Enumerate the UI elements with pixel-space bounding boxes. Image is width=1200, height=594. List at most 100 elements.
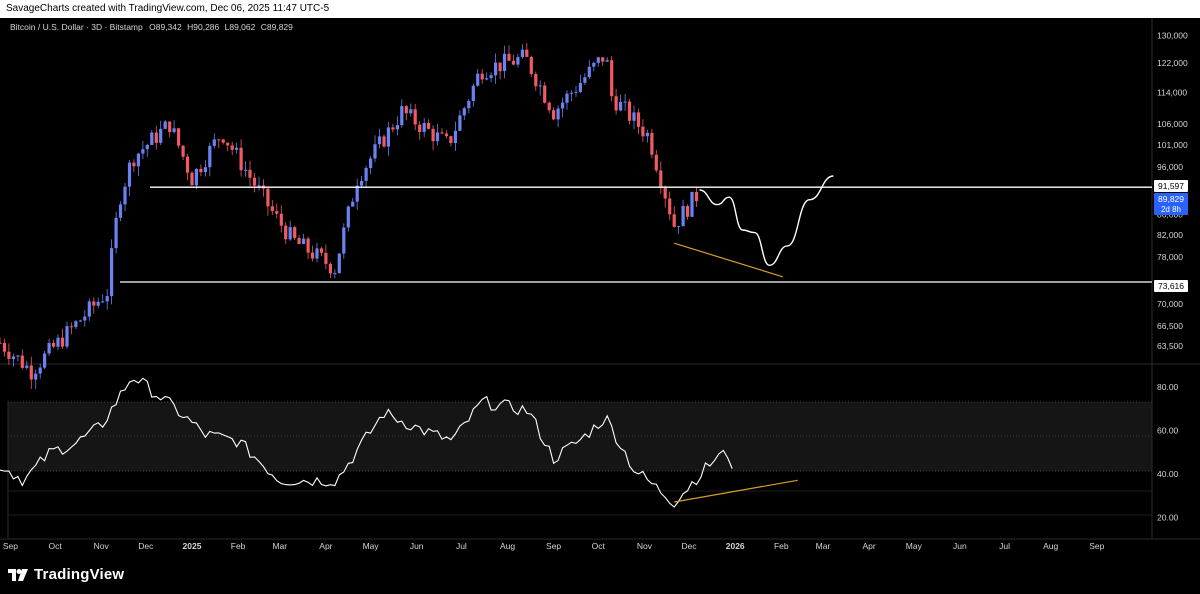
candle-body — [587, 66, 591, 78]
candle-body — [654, 154, 658, 171]
candle-body — [150, 132, 154, 145]
candle-body — [596, 57, 600, 63]
candle-body — [569, 92, 574, 94]
time-tick-label: Aug — [500, 541, 515, 551]
chart-area[interactable]: Bitcoin / U.S. Dollar · 3D · Bitstamp O8… — [0, 18, 1200, 557]
candle-body — [494, 62, 498, 76]
legend-high-value: 90,286 — [193, 22, 219, 32]
candle-body — [583, 77, 587, 83]
candle-body — [458, 115, 462, 131]
candle-body — [279, 213, 283, 226]
time-tick-label: Sep — [546, 541, 561, 551]
candle-body — [56, 337, 60, 347]
candle-body — [7, 351, 11, 359]
candle-body — [302, 238, 306, 244]
candle-body — [659, 170, 663, 188]
candle-body — [418, 124, 422, 132]
price-tick-label: 96,000 — [1157, 162, 1183, 172]
candle-body — [377, 136, 382, 145]
candle-body — [118, 204, 123, 218]
candle-body — [114, 217, 118, 249]
last-price-text: 89,829 — [1158, 194, 1184, 204]
time-tick-label: May — [906, 541, 923, 551]
candle-body — [333, 273, 337, 275]
candle-body — [154, 132, 158, 143]
candle-body — [672, 214, 676, 227]
projection-path — [699, 175, 834, 267]
candle-body — [239, 147, 243, 171]
candle-body — [212, 139, 216, 146]
candle-body — [686, 206, 690, 217]
legend-high-label: H — [187, 22, 193, 32]
tradingview-logo-text: TradingView — [34, 566, 125, 583]
candle-body — [230, 145, 234, 150]
time-axis[interactable]: Sep Oct Nov Dec 2025 Feb Mar Apr May Jun Jul Aug Sep… — [3, 541, 1105, 551]
candle-body — [409, 109, 413, 114]
candle-body — [453, 130, 457, 143]
candle-body — [543, 85, 547, 103]
candle-body — [645, 132, 649, 137]
candle-body — [520, 49, 524, 58]
candle-body — [123, 186, 127, 205]
candle-body — [610, 60, 614, 97]
candle-body — [69, 326, 73, 328]
candle-body — [614, 96, 618, 111]
candle-body — [244, 169, 248, 171]
horizontal-levels — [120, 186, 1152, 283]
candle-body — [400, 106, 404, 126]
time-tick-label: Jul — [999, 541, 1010, 551]
candle-body — [221, 139, 225, 143]
candle-body — [364, 168, 368, 181]
rsi-axis[interactable]: 80.00 60.00 40.00 20.00 — [1157, 382, 1179, 523]
price-axis[interactable]: 130,000 122,000 114,000 106,000 101,000 96,00… — [1157, 30, 1188, 351]
legend-low-value: 89,062 — [229, 22, 255, 32]
candle-body — [172, 128, 176, 133]
time-tick-label: Apr — [319, 541, 332, 551]
time-tick-label: Nov — [637, 541, 653, 551]
candle-body — [60, 337, 65, 347]
candle-body — [636, 112, 641, 127]
candle-body — [529, 56, 533, 74]
candle-body — [369, 158, 373, 168]
candle-body — [467, 101, 471, 109]
candle-body — [306, 238, 310, 253]
candle-body — [476, 73, 480, 86]
candle-body — [556, 108, 560, 120]
candle-body — [105, 296, 109, 302]
price-tick-label: 106,000 — [1157, 119, 1188, 129]
candle-body — [110, 248, 114, 297]
candle-body — [623, 101, 627, 103]
candle-body — [440, 132, 444, 134]
candle-body — [199, 168, 203, 173]
candle-body — [288, 227, 292, 240]
candle-body — [373, 144, 377, 159]
rsi-tick-label: 20.00 — [1157, 512, 1179, 522]
time-tick-label: Oct — [592, 541, 606, 551]
last-price-badge: 89,829 2d 8h — [1154, 193, 1188, 215]
candle-body — [2, 342, 7, 352]
time-tick-label: Jun — [953, 541, 967, 551]
legend-symbol: Bitcoin / U.S. Dollar · 3D · Bitstamp — [10, 22, 143, 32]
tradingview-logo[interactable]: TradingView — [8, 566, 124, 583]
bar-countdown-text: 2d 8h — [1161, 205, 1181, 214]
candle-body — [516, 57, 520, 65]
candle-body — [83, 316, 87, 321]
candle-body — [404, 106, 408, 114]
candle-body — [190, 172, 194, 186]
time-tick-label: Sep — [3, 541, 18, 551]
candle-body — [297, 238, 301, 244]
time-tick-label: May — [363, 541, 380, 551]
candle-body — [677, 226, 681, 228]
candle-body — [502, 53, 507, 72]
price-pane[interactable] — [0, 18, 1152, 363]
price-trend-line — [674, 242, 783, 278]
candle-body — [663, 187, 667, 199]
candle-body — [141, 149, 145, 154]
time-tick-label: 2026 — [726, 541, 745, 551]
time-tick-label: 2025 — [183, 541, 202, 551]
candle-body — [194, 168, 198, 186]
candle-body — [132, 162, 136, 167]
price-tick-label: 114,000 — [1157, 87, 1187, 97]
candle-body — [690, 191, 694, 217]
rsi-line — [0, 377, 733, 508]
